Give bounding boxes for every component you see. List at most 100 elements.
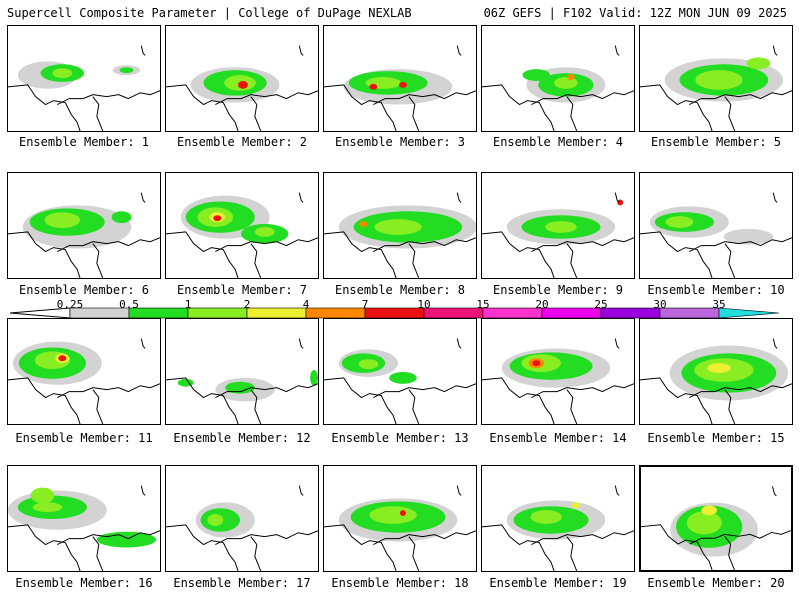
colorbar-right-end (718, 307, 780, 319)
border-line (689, 383, 792, 398)
scp-contour (399, 81, 407, 88)
colorbar-tick-label: 20 (535, 298, 549, 311)
member-panel-14[interactable] (481, 318, 635, 425)
colorbar-tick-label: 4 (302, 298, 310, 311)
border-line (531, 530, 634, 545)
lake-outline (772, 45, 778, 56)
river-line (250, 536, 262, 571)
member-label-17: Ensemble Member: 17 (173, 576, 311, 590)
river-line (566, 389, 578, 424)
scp-contour (389, 371, 417, 384)
border-line (531, 383, 634, 398)
lake-outline (298, 192, 304, 203)
colorbar-segment (659, 307, 720, 319)
colorbar-tick-label: 30 (653, 298, 667, 311)
member-panel-5[interactable] (639, 25, 793, 132)
colorbar-tick-label: 10 (417, 298, 431, 311)
coastline (641, 524, 713, 570)
member-panel-13[interactable] (323, 318, 477, 425)
member-panel-10[interactable] (639, 172, 793, 279)
colorbar-segment (482, 307, 543, 319)
scp-field-map (640, 45, 792, 131)
scp-field-map (8, 485, 160, 571)
scp-contour (369, 506, 417, 524)
colorbar-segment (246, 307, 307, 319)
scp-contour (119, 67, 134, 74)
member-panel-15[interactable] (639, 318, 793, 425)
member-panel-4[interactable] (481, 25, 635, 132)
scp-contour (665, 216, 694, 228)
border-line (373, 530, 476, 545)
coastline (640, 231, 713, 278)
scp-field-map (324, 45, 476, 131)
member-panel-7[interactable] (165, 172, 319, 279)
colorbar-tick-label: 2 (243, 298, 251, 311)
scp-field-map (641, 486, 791, 570)
member-panel-3[interactable] (323, 25, 477, 132)
member-panel-18[interactable] (323, 465, 477, 572)
scp-contour (58, 355, 67, 362)
scp-contour (545, 221, 577, 233)
coastline (166, 231, 239, 278)
scp-field-map (324, 338, 476, 424)
scp-field-map (324, 192, 476, 278)
colorbar-segment (364, 307, 425, 319)
scp-contour (530, 510, 562, 524)
border-line (57, 530, 160, 545)
coastline (324, 231, 397, 278)
scp-field-map (324, 485, 476, 571)
lake-outline (140, 338, 146, 349)
member-label-11: Ensemble Member: 11 (15, 431, 153, 445)
scp-contour (32, 502, 63, 513)
member-panel-16[interactable] (7, 465, 161, 572)
member-panel-8[interactable] (323, 172, 477, 279)
lake-outline (456, 192, 462, 203)
scp-contour (30, 487, 55, 504)
member-panel-17[interactable] (165, 465, 319, 572)
scp-field-map (166, 338, 318, 424)
scp-contour (571, 502, 580, 509)
scp-contour (111, 211, 132, 224)
scp-contour (52, 68, 73, 79)
member-panel-20[interactable] (639, 465, 793, 572)
border-line (57, 237, 160, 252)
scp-field-map (640, 192, 792, 278)
river-line (250, 243, 262, 278)
member-label-5: Ensemble Member: 5 (650, 135, 782, 149)
coastline (166, 524, 239, 571)
coastline (166, 377, 239, 424)
lake-outline (298, 338, 304, 349)
member-panel-12[interactable] (165, 318, 319, 425)
colorbar-tick-label: 25 (594, 298, 608, 311)
member-panel-11[interactable] (7, 318, 161, 425)
river-line (408, 389, 420, 424)
coastline (482, 84, 555, 131)
river-line (92, 96, 104, 131)
member-label-6: Ensemble Member: 6 (18, 283, 150, 297)
scp-contour (359, 221, 368, 227)
scp-field-map (482, 192, 634, 278)
member-label-4: Ensemble Member: 4 (492, 135, 624, 149)
river-line (566, 243, 578, 278)
lake-outline (772, 192, 778, 203)
member-panel-1[interactable] (7, 25, 161, 132)
member-panel-2[interactable] (165, 25, 319, 132)
member-label-16: Ensemble Member: 16 (15, 576, 153, 590)
border-line (373, 383, 476, 398)
member-label-9: Ensemble Member: 9 (492, 283, 624, 297)
border-line (215, 237, 318, 252)
coastline (8, 84, 81, 131)
colorbar-tick-label: 15 (476, 298, 490, 311)
colorbar-tick-label: 35 (712, 298, 726, 311)
river-line (250, 96, 262, 131)
member-panel-9[interactable] (481, 172, 635, 279)
scp-field-map (166, 485, 318, 571)
member-panel-6[interactable] (7, 172, 161, 279)
member-label-15: Ensemble Member: 15 (647, 431, 785, 445)
river-line (566, 536, 578, 571)
member-panel-19[interactable] (481, 465, 635, 572)
lake-outline (614, 338, 620, 349)
scp-field-map (482, 485, 634, 571)
scp-contour (238, 80, 248, 89)
lake-outline (140, 45, 146, 56)
